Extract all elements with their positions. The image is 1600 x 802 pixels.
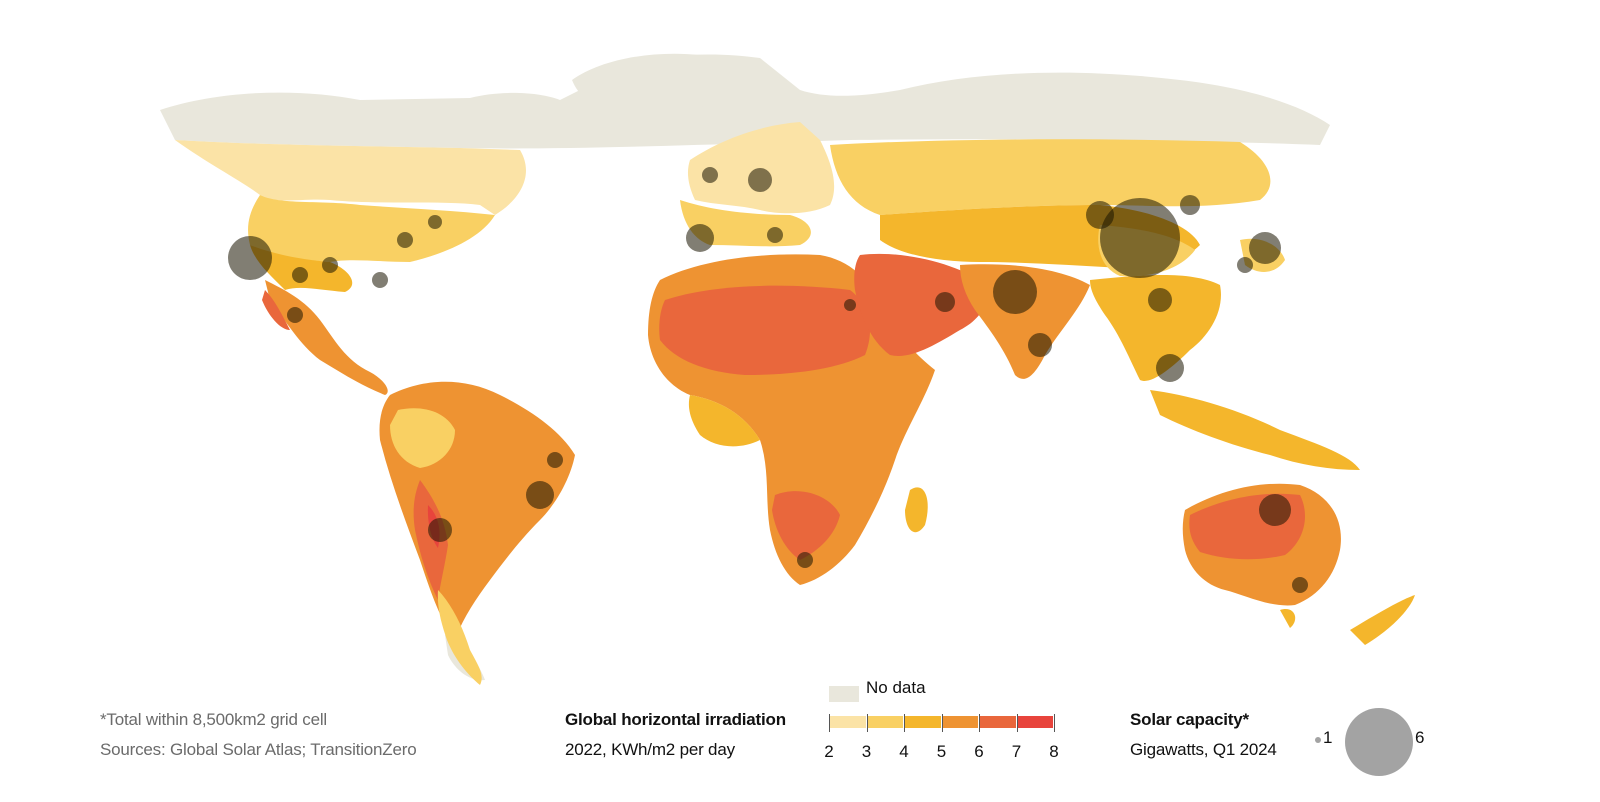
capacity-bubble — [767, 227, 783, 243]
scale-tick-label: 7 — [1011, 742, 1022, 761]
capacity-bubble — [1249, 232, 1281, 264]
capacity-bubble — [428, 518, 452, 542]
capacity-bubble — [372, 272, 388, 288]
oceania — [1182, 483, 1415, 645]
scale-swatch — [1017, 716, 1053, 728]
scale-tick — [979, 714, 980, 732]
scale-tick — [1054, 714, 1055, 732]
scale-tick-label: 3 — [861, 742, 872, 761]
scale-tick-label: 8 — [1049, 742, 1059, 761]
capacity-bubble — [428, 215, 442, 229]
scale-tick-label: 2 — [824, 742, 834, 761]
scale-swatch — [980, 716, 1016, 728]
capacity-bubble — [1148, 288, 1172, 312]
scale-tick — [941, 714, 943, 732]
capacity-bubble — [292, 267, 308, 283]
scale-tick-label: 5 — [936, 742, 947, 761]
irradiation-legend-title: Global horizontal irradiation — [565, 710, 786, 729]
footnote-grid-cell: *Total within 8,500km2 grid cell — [100, 710, 327, 729]
capacity-bubbles — [228, 167, 1308, 593]
scale-tick — [829, 714, 830, 732]
scale-swatch — [867, 716, 903, 728]
south-america — [379, 381, 575, 685]
irradiation-legend-subtitle: 2022, KWh/m2 per day — [565, 740, 735, 759]
capacity-bubble — [547, 452, 563, 468]
scale-tick — [904, 714, 905, 732]
capacity-bubble-large — [1345, 708, 1413, 776]
scale-tick-label: 6 — [974, 742, 984, 761]
capacity-bubble — [228, 236, 272, 280]
capacity-bubble — [1259, 494, 1291, 526]
scale-tick — [1016, 714, 1018, 732]
capacity-bubble — [686, 224, 714, 252]
africa — [648, 254, 935, 586]
capacity-bubble — [1100, 198, 1180, 278]
scale-tick — [866, 714, 868, 732]
capacity-bubble — [1180, 195, 1200, 215]
capacity-bubble — [1086, 201, 1114, 229]
capacity-bubble-small — [1315, 737, 1321, 743]
north-america — [175, 140, 526, 395]
capacity-bubble — [1237, 257, 1253, 273]
capacity-bubble — [526, 481, 554, 509]
capacity-bubble-small-label: 1 — [1323, 728, 1333, 747]
capacity-bubble — [993, 270, 1037, 314]
capacity-bubble-large-label: 6 — [1415, 728, 1425, 747]
capacity-legend-subtitle: Gigawatts, Q1 2024 — [1130, 740, 1277, 759]
scale-swatch — [905, 716, 941, 728]
world-solar-map — [160, 53, 1415, 685]
footnote-sources: Sources: Global Solar Atlas; TransitionZ… — [100, 740, 417, 759]
no-data-swatch — [829, 686, 859, 702]
capacity-bubble — [397, 232, 413, 248]
capacity-bubble — [287, 307, 303, 323]
capacity-bubble — [1028, 333, 1052, 357]
capacity-bubble — [1292, 577, 1308, 593]
capacity-bubble — [935, 292, 955, 312]
capacity-bubble — [1156, 354, 1184, 382]
scale-tick-label: 4 — [899, 742, 909, 761]
capacity-legend-title: Solar capacity* — [1130, 710, 1249, 729]
capacity-bubble — [702, 167, 718, 183]
scale-swatch — [942, 716, 978, 728]
capacity-bubble — [322, 257, 338, 273]
capacity-bubble — [748, 168, 772, 192]
scale-swatch — [830, 716, 866, 728]
capacity-bubble — [797, 552, 813, 568]
no-data-label: No data — [866, 678, 926, 697]
capacity-bubble — [844, 299, 856, 311]
